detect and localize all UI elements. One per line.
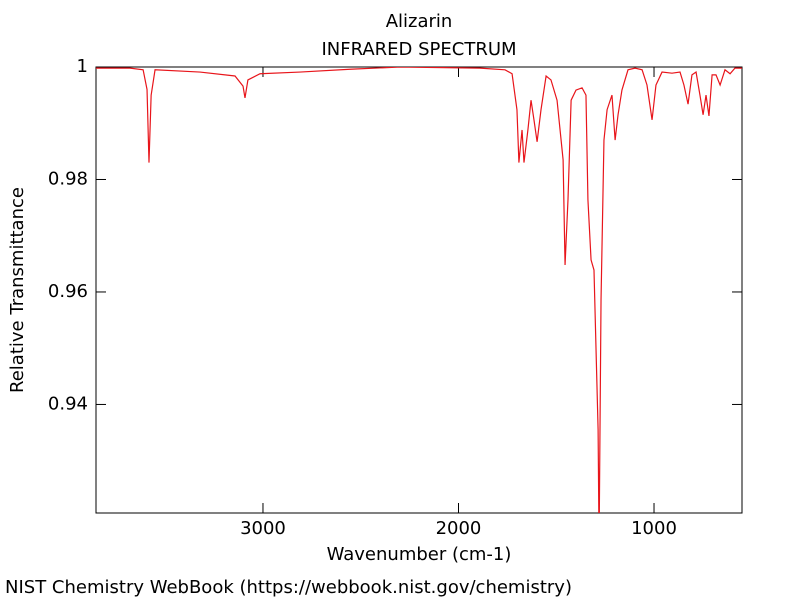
y-axis-label: Relative Transmittance (7, 187, 28, 393)
plot-frame (95, 66, 743, 514)
chart-subtitle: INFRARED SPECTRUM (321, 39, 516, 60)
chart-title: Alizarin (386, 11, 453, 32)
x-tick-label: 2000 (436, 518, 482, 539)
footer: NIST Chemistry WebBook (https://webbook.… (5, 577, 572, 598)
spectrum-line (96, 67, 742, 513)
y-tick-label: 1 (77, 56, 88, 77)
y-tick-label: 0.98 (48, 168, 88, 189)
y-tick-label: 0.94 (48, 393, 88, 414)
x-tick-label: 1000 (631, 518, 677, 539)
y-tick-label: 0.96 (48, 281, 88, 302)
x-axis-label: Wavenumber (cm-1) (327, 544, 512, 565)
x-tick-label: 3000 (240, 518, 286, 539)
